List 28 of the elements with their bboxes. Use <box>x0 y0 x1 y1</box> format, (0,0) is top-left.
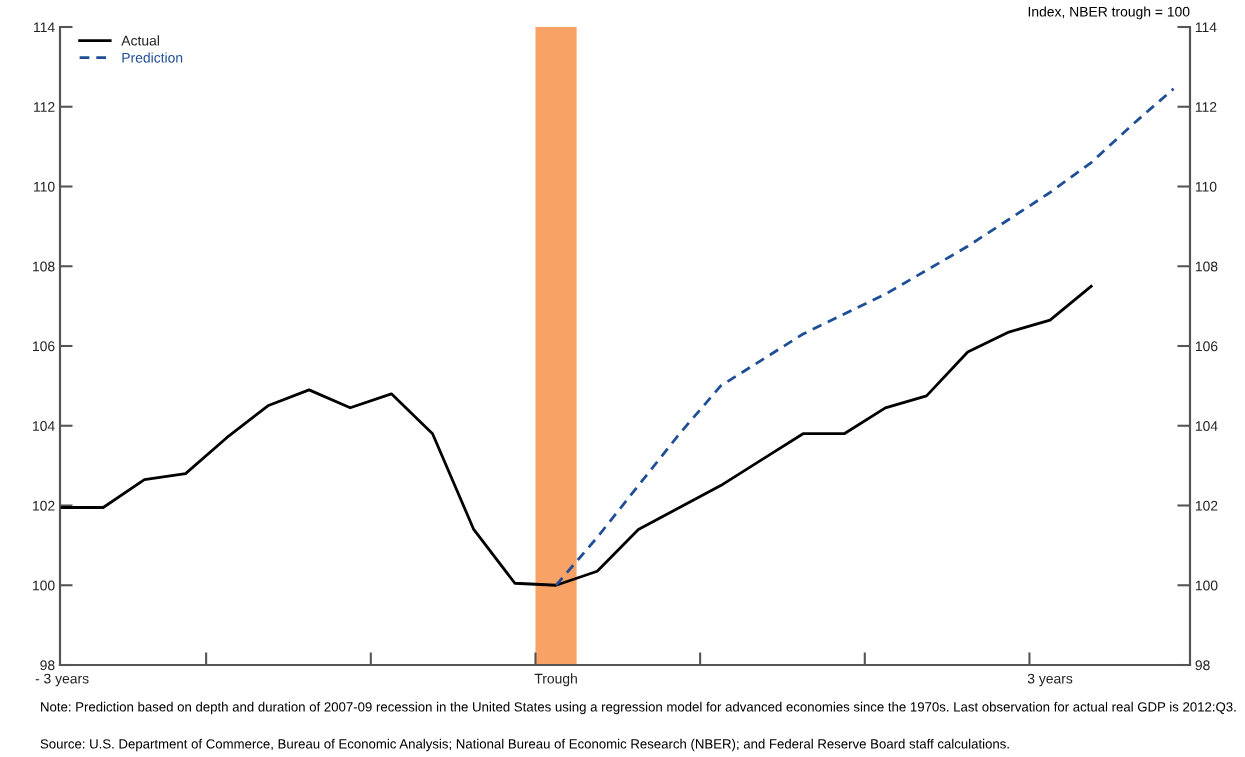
source-note: Source: U.S. Department of Commerce, Bureau of Economic Analysis; National Bureau of Economic Research (NBER); and Federal Reserve Board staff calculations. <box>40 738 1009 752</box>
y2-tick-label: 106 <box>1195 341 1218 352</box>
y-tick-label: 98 <box>40 660 55 671</box>
y2-tick-label: 104 <box>1195 421 1218 431</box>
y2-tick-label: 110 <box>1195 181 1217 192</box>
y2-tick-label: 108 <box>1195 261 1218 272</box>
y-tick-label: 106 <box>33 341 55 352</box>
y-tick-label: 102 <box>33 500 55 511</box>
legend-label: Actual <box>121 35 159 46</box>
x-tick-label: 3 years <box>1027 673 1073 687</box>
y2-tick-label: 100 <box>1195 580 1218 591</box>
y-tick-label: 108 <box>33 261 55 272</box>
line-series <box>554 87 1175 587</box>
y2-tick-label: 114 <box>1195 22 1217 33</box>
text: Note: Prediction based on depth and duration of 2007-09 recession in the United States using a regression model for advanced economies since the 1970s. Last observation for actual real GDP is 2012:Q3. <box>41 701 1236 715</box>
y2-axis-title: Index, NBER trough = 100 <box>1028 6 1190 20</box>
y2-tick-label: 98 <box>1195 660 1210 671</box>
y-tick-label: 104 <box>33 421 55 431</box>
y2-tick-label: 112 <box>1195 102 1217 112</box>
y-tick-label: 110 <box>34 181 55 192</box>
y-tick-label: 100 <box>33 580 55 591</box>
x-tick-label: - 3 years <box>35 673 89 687</box>
y-tick-label: 114 <box>34 22 55 33</box>
y2-tick-label: 102 <box>1195 500 1218 511</box>
legend-label: Prediction <box>122 52 183 63</box>
x-tick-label: Trough <box>534 673 577 687</box>
y-tick-label: 112 <box>34 102 55 112</box>
line-series <box>60 284 1093 587</box>
